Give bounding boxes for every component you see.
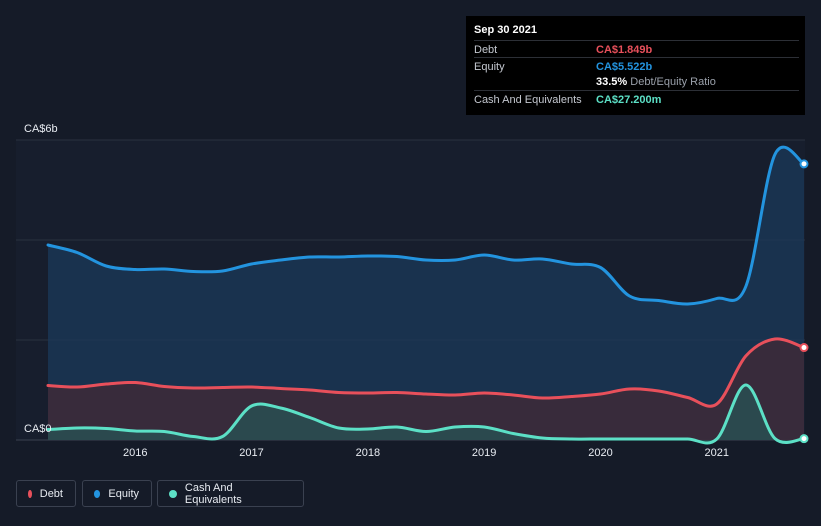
- cash-end-marker: [799, 434, 809, 444]
- end-markers: [799, 159, 809, 444]
- equity-line: [46, 145, 806, 306]
- x-tick-label: 2016: [123, 447, 147, 459]
- legend-debt-label: Debt: [39, 487, 63, 500]
- tooltip-ratio-value: 33.5%: [596, 76, 628, 88]
- legend-debt-dot-icon: [28, 489, 32, 498]
- legend-cash-dot-icon: [169, 489, 177, 498]
- cash-area: [48, 384, 804, 443]
- legend-cash-button[interactable]: Cash And Equivalents: [157, 480, 304, 507]
- tooltip-debt-value: CA$1.849b: [596, 44, 653, 56]
- legend-equity-button[interactable]: Equity: [82, 480, 152, 507]
- tooltip-date: Sep 30 2021: [474, 24, 537, 36]
- debt-line: [46, 337, 806, 408]
- debt-area: [48, 338, 804, 440]
- legend-cash-label: Cash And Equivalents: [184, 481, 242, 506]
- tooltip-equity-label: Equity: [474, 61, 505, 73]
- tooltip-equity-value: CA$5.522b: [596, 61, 653, 73]
- tooltip-row-ratio: 33.5% Debt/Equity Ratio: [474, 73, 799, 90]
- tooltip-cash-value: CA$27.200m: [596, 94, 662, 106]
- x-tick-label: 2021: [705, 447, 729, 459]
- tooltip-row-cash: Cash And Equivalents CA$27.200m: [474, 90, 799, 108]
- x-tick-label: 2018: [356, 447, 380, 459]
- tooltip-debt-label: Debt: [474, 44, 498, 56]
- debt-end-marker: [799, 343, 809, 353]
- equity-area: [48, 147, 804, 440]
- tooltip-ratio: 33.5% Debt/Equity Ratio: [596, 76, 716, 88]
- tooltip-row-debt: Debt CA$1.849b: [474, 40, 799, 58]
- x-tick-label: 2017: [239, 447, 263, 459]
- legend-debt-button[interactable]: Debt: [16, 480, 76, 507]
- x-tick-label: 2019: [472, 447, 496, 459]
- legend-equity-label: Equity: [108, 487, 139, 500]
- equity-end-marker: [799, 159, 809, 169]
- series-lines: [46, 145, 806, 445]
- y-axis-bottom-label: CA$0: [24, 423, 52, 435]
- cash-line: [46, 383, 806, 445]
- tooltip-panel: Sep 30 2021 Debt CA$1.849b Equity CA$5.5…: [466, 16, 805, 115]
- tooltip-ratio-label: Debt/Equity Ratio: [630, 76, 716, 88]
- y-axis-top-label: CA$6b: [24, 123, 58, 135]
- x-axis-ticks: 2016 2017 2018 2019 2020 2021: [123, 447, 729, 459]
- series-areas: [48, 147, 804, 443]
- tooltip-row-equity: Equity CA$5.522b: [474, 57, 799, 75]
- legend-equity-dot-icon: [94, 489, 101, 498]
- tooltip-cash-label: Cash And Equivalents: [474, 94, 582, 106]
- x-tick-label: 2020: [588, 447, 612, 459]
